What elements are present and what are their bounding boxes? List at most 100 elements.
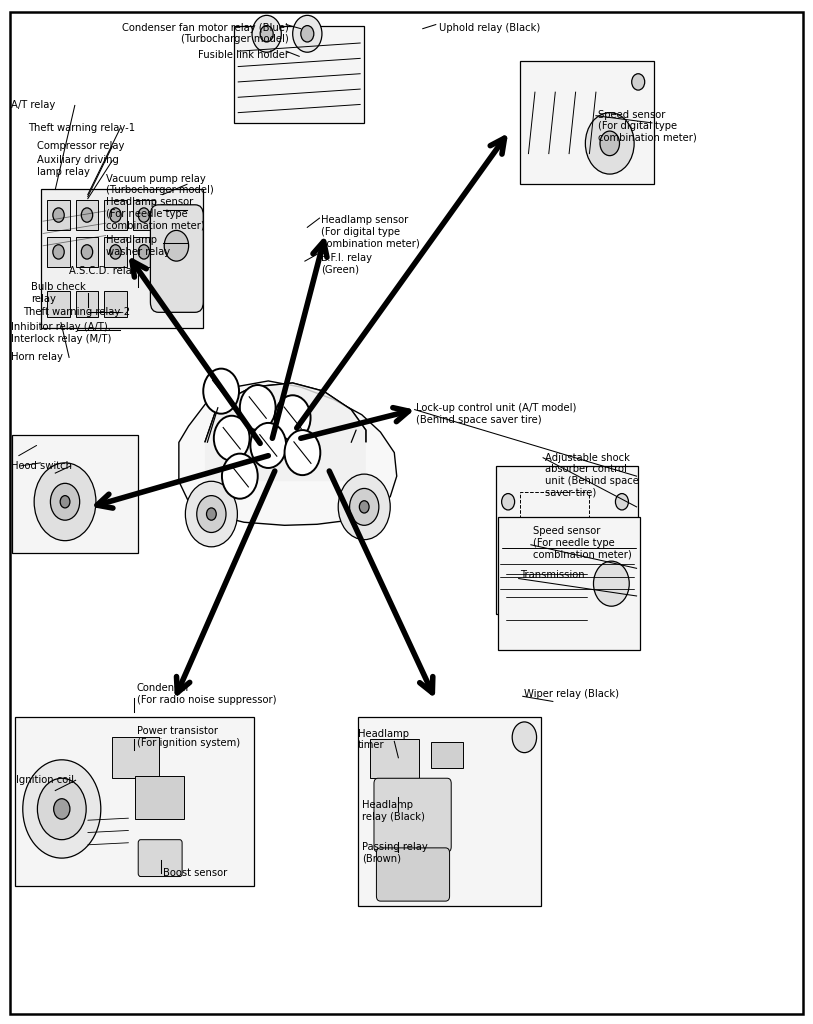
FancyBboxPatch shape	[47, 291, 70, 317]
Circle shape	[110, 208, 121, 222]
FancyBboxPatch shape	[112, 737, 159, 778]
Circle shape	[34, 463, 96, 541]
Text: Headlamp
timer: Headlamp timer	[358, 728, 409, 751]
Text: A.S.C.D. relay: A.S.C.D. relay	[69, 266, 137, 276]
Circle shape	[260, 26, 273, 42]
FancyBboxPatch shape	[431, 742, 463, 768]
Circle shape	[54, 799, 70, 819]
Circle shape	[164, 230, 189, 261]
Text: Speed sensor
(For digital type
combination meter): Speed sensor (For digital type combinati…	[598, 110, 696, 142]
FancyBboxPatch shape	[138, 840, 182, 877]
FancyBboxPatch shape	[12, 435, 138, 553]
FancyBboxPatch shape	[133, 200, 155, 230]
Text: Headlamp
relay (Black): Headlamp relay (Black)	[362, 800, 424, 822]
Text: Uphold relay (Black): Uphold relay (Black)	[439, 23, 541, 33]
Circle shape	[512, 722, 537, 753]
Circle shape	[37, 778, 86, 840]
FancyBboxPatch shape	[76, 200, 98, 230]
FancyBboxPatch shape	[76, 237, 98, 267]
Circle shape	[293, 15, 322, 52]
FancyBboxPatch shape	[370, 739, 419, 778]
Circle shape	[110, 245, 121, 259]
FancyBboxPatch shape	[374, 778, 451, 852]
Circle shape	[350, 488, 379, 525]
Circle shape	[185, 481, 237, 547]
Circle shape	[632, 74, 645, 90]
Circle shape	[250, 423, 286, 468]
Text: Boost sensor: Boost sensor	[163, 868, 227, 879]
Text: Theft warning relay-2: Theft warning relay-2	[23, 307, 130, 317]
Circle shape	[615, 545, 628, 561]
Circle shape	[240, 385, 276, 430]
Text: Inhibitor relay (A/T),
Interlock relay (M/T): Inhibitor relay (A/T), Interlock relay (…	[11, 322, 111, 344]
Text: Lock-up control unit (A/T model)
(Behind space saver tire): Lock-up control unit (A/T model) (Behind…	[416, 403, 576, 425]
FancyBboxPatch shape	[104, 200, 127, 230]
Circle shape	[502, 494, 515, 510]
Text: Headlamp sensor
(For digital type
combination meter): Headlamp sensor (For digital type combin…	[321, 215, 420, 248]
Circle shape	[81, 208, 93, 222]
Circle shape	[53, 208, 64, 222]
Text: Passing relay
(Brown): Passing relay (Brown)	[362, 842, 428, 864]
Text: Auxiliary driving
lamp relay: Auxiliary driving lamp relay	[37, 155, 119, 177]
Circle shape	[207, 508, 216, 520]
Text: Adjustable shock
absorber control
unit (Behind space
saver tire): Adjustable shock absorber control unit (…	[545, 453, 638, 498]
Circle shape	[615, 494, 628, 510]
FancyBboxPatch shape	[498, 517, 640, 650]
Text: Power transistor
(For ignition system): Power transistor (For ignition system)	[137, 726, 240, 749]
FancyBboxPatch shape	[47, 200, 70, 230]
Circle shape	[50, 483, 80, 520]
Circle shape	[275, 395, 311, 440]
Polygon shape	[205, 383, 366, 481]
FancyBboxPatch shape	[41, 189, 203, 328]
Circle shape	[203, 369, 239, 414]
FancyBboxPatch shape	[133, 237, 155, 267]
Text: Fusible link holder: Fusible link holder	[198, 50, 289, 60]
Text: Theft warning relay-1: Theft warning relay-1	[28, 123, 136, 133]
Circle shape	[285, 430, 320, 475]
Circle shape	[53, 245, 64, 259]
FancyBboxPatch shape	[47, 237, 70, 267]
FancyBboxPatch shape	[76, 291, 98, 317]
Text: Condenser
(For radio noise suppressor): Condenser (For radio noise suppressor)	[137, 683, 276, 706]
Circle shape	[301, 26, 314, 42]
FancyBboxPatch shape	[135, 776, 184, 819]
Text: Bulb check
relay: Bulb check relay	[31, 282, 85, 304]
FancyBboxPatch shape	[358, 717, 541, 906]
Text: Hood switch: Hood switch	[11, 461, 72, 471]
FancyBboxPatch shape	[520, 61, 654, 184]
Polygon shape	[179, 381, 397, 525]
Text: Headlamp
washer relay: Headlamp washer relay	[106, 234, 170, 257]
Circle shape	[23, 760, 101, 858]
Text: Transmission: Transmission	[520, 570, 585, 581]
Text: Wiper relay (Black): Wiper relay (Black)	[524, 689, 620, 699]
Circle shape	[222, 454, 258, 499]
Circle shape	[60, 496, 70, 508]
Circle shape	[214, 416, 250, 461]
Text: Headlamp sensor
(For needle type
combination meter): Headlamp sensor (For needle type combina…	[106, 198, 204, 230]
Circle shape	[81, 245, 93, 259]
Text: Horn relay: Horn relay	[11, 352, 63, 362]
Circle shape	[252, 15, 281, 52]
Circle shape	[585, 113, 634, 174]
Circle shape	[600, 131, 620, 156]
FancyBboxPatch shape	[104, 237, 127, 267]
Circle shape	[359, 501, 369, 513]
Text: Compressor relay: Compressor relay	[37, 141, 124, 152]
FancyBboxPatch shape	[15, 717, 254, 886]
Text: Speed sensor
(For needle type
combination meter): Speed sensor (For needle type combinatio…	[533, 526, 631, 559]
Circle shape	[502, 545, 515, 561]
FancyBboxPatch shape	[376, 848, 450, 901]
Circle shape	[338, 474, 390, 540]
Circle shape	[593, 561, 629, 606]
FancyBboxPatch shape	[496, 466, 638, 614]
FancyBboxPatch shape	[234, 26, 364, 123]
Text: Ignition coil: Ignition coil	[16, 775, 74, 785]
Circle shape	[138, 208, 150, 222]
Circle shape	[138, 245, 150, 259]
FancyBboxPatch shape	[150, 205, 203, 312]
Text: A/T relay: A/T relay	[11, 100, 54, 111]
Text: Vacuum pump relay
(Turbocharger model): Vacuum pump relay (Turbocharger model)	[106, 173, 214, 196]
Circle shape	[197, 496, 226, 532]
Text: Condenser fan motor relay (Blue)
(Turbocharger model): Condenser fan motor relay (Blue) (Turboc…	[122, 23, 289, 44]
FancyBboxPatch shape	[104, 291, 127, 317]
